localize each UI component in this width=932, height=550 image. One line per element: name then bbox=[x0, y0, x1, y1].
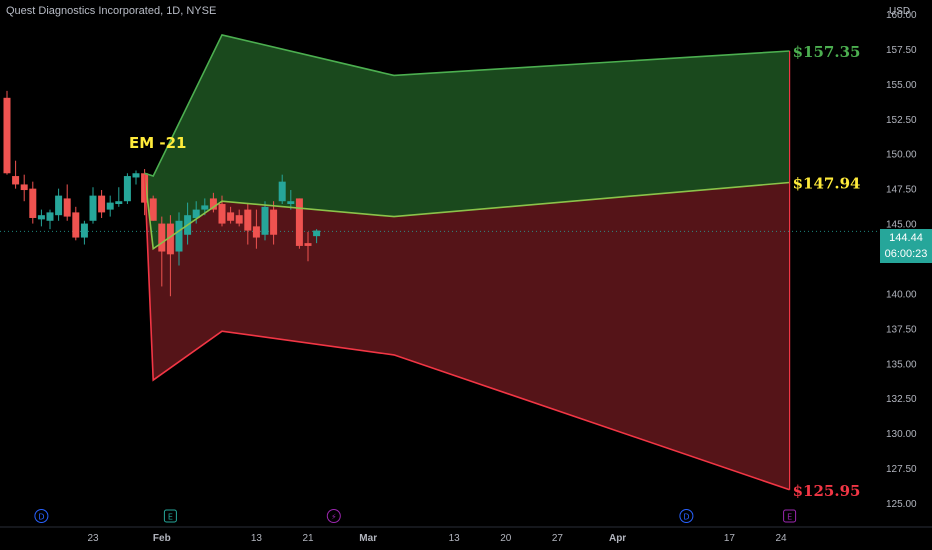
em-lower-line bbox=[143, 174, 790, 491]
x-tick-label: Mar bbox=[359, 533, 377, 544]
y-tick-label: 160.00 bbox=[886, 10, 917, 21]
candle-body bbox=[29, 188, 37, 218]
candle-body bbox=[270, 209, 278, 235]
candle-body bbox=[3, 97, 11, 174]
em-lower-band bbox=[144, 174, 790, 490]
candle-body bbox=[72, 212, 80, 238]
y-tick-label: 135.00 bbox=[886, 359, 917, 370]
x-tick-label: 27 bbox=[552, 533, 564, 544]
candle-body bbox=[132, 173, 140, 178]
candle-body bbox=[106, 202, 114, 210]
x-tick-label: 20 bbox=[500, 533, 512, 544]
candle-body bbox=[158, 223, 166, 252]
marker-glyph: D bbox=[683, 513, 689, 522]
candle-body bbox=[313, 230, 321, 237]
em-lower-value: $125.95 bbox=[793, 482, 861, 500]
candle-body bbox=[166, 223, 174, 255]
candle-body bbox=[55, 195, 63, 216]
em-mid-value: $147.94 bbox=[793, 174, 861, 192]
y-tick-label: 127.50 bbox=[886, 464, 917, 475]
candle-body bbox=[98, 195, 106, 213]
em-upper-value: $157.35 bbox=[793, 43, 861, 61]
x-tick-label: 21 bbox=[302, 533, 314, 544]
candle-body bbox=[80, 223, 88, 238]
candle-body bbox=[149, 198, 157, 221]
candle-body bbox=[304, 243, 312, 246]
marker-glyph: ⚡ bbox=[331, 513, 337, 522]
candle-body bbox=[89, 195, 97, 221]
last-price-value: 144.44 bbox=[889, 232, 923, 244]
y-tick-label: 150.00 bbox=[886, 150, 917, 161]
dividend-marker-icon bbox=[34, 509, 49, 523]
x-tick-label: 13 bbox=[251, 533, 263, 544]
em-mid-line bbox=[143, 174, 790, 251]
candle-body bbox=[244, 209, 252, 231]
candle-body bbox=[201, 205, 209, 210]
marker-glyph: D bbox=[38, 513, 44, 522]
em-upper-line bbox=[144, 34, 790, 178]
chart-title: Quest Diagnostics Incorporated, 1D, NYSE bbox=[6, 5, 217, 17]
candle-body bbox=[20, 184, 28, 191]
candle-body bbox=[278, 181, 286, 202]
candle-body bbox=[12, 176, 20, 185]
marker-glyph: E bbox=[787, 513, 792, 522]
candle-body bbox=[63, 198, 71, 217]
y-tick-label: 132.50 bbox=[886, 394, 917, 405]
candle-body bbox=[115, 201, 123, 205]
y-tick-label: 125.00 bbox=[886, 499, 917, 510]
em-label: EM -21 bbox=[129, 134, 187, 152]
y-tick-label: 155.00 bbox=[886, 80, 917, 91]
x-tick-label: 23 bbox=[87, 533, 99, 544]
countdown-value: 06:00:23 bbox=[884, 248, 928, 260]
candle-body bbox=[261, 206, 269, 235]
y-tick-label: 140.00 bbox=[886, 289, 917, 300]
y-tick-label: 145.00 bbox=[886, 220, 917, 231]
y-tick-label: 137.50 bbox=[886, 324, 917, 335]
candle-body bbox=[37, 215, 45, 220]
dividend-marker-icon bbox=[679, 509, 694, 523]
x-tick-label: 13 bbox=[449, 533, 461, 544]
candle-body bbox=[209, 198, 217, 210]
candle-body bbox=[192, 209, 200, 218]
candle-body bbox=[295, 198, 303, 246]
y-tick-label: 152.50 bbox=[886, 115, 917, 126]
y-tick-label: 157.50 bbox=[886, 45, 917, 56]
y-tick-label: 147.50 bbox=[886, 185, 917, 196]
candle-body bbox=[123, 176, 131, 202]
candle-body bbox=[287, 201, 295, 205]
candle-body bbox=[227, 212, 235, 221]
earnings-marker-icon bbox=[783, 509, 797, 523]
y-tick-label: 130.00 bbox=[886, 429, 917, 440]
candle-body bbox=[252, 226, 260, 238]
em-upper-band bbox=[144, 34, 790, 249]
candle-body bbox=[175, 220, 183, 252]
candle-body bbox=[46, 212, 54, 221]
x-tick-label: Feb bbox=[153, 533, 171, 544]
split-marker-icon bbox=[326, 509, 341, 523]
x-tick-label: 24 bbox=[775, 533, 787, 544]
currency-label: USD bbox=[889, 6, 911, 17]
last-price-badge: 144.44 06:00:23 bbox=[880, 229, 932, 263]
earnings-marker-icon bbox=[163, 509, 177, 523]
x-tick-label: 17 bbox=[724, 533, 736, 544]
x-tick-label: Apr bbox=[609, 533, 626, 544]
candle-body bbox=[218, 204, 226, 224]
marker-glyph: E bbox=[168, 513, 173, 522]
candle-body bbox=[235, 215, 243, 224]
